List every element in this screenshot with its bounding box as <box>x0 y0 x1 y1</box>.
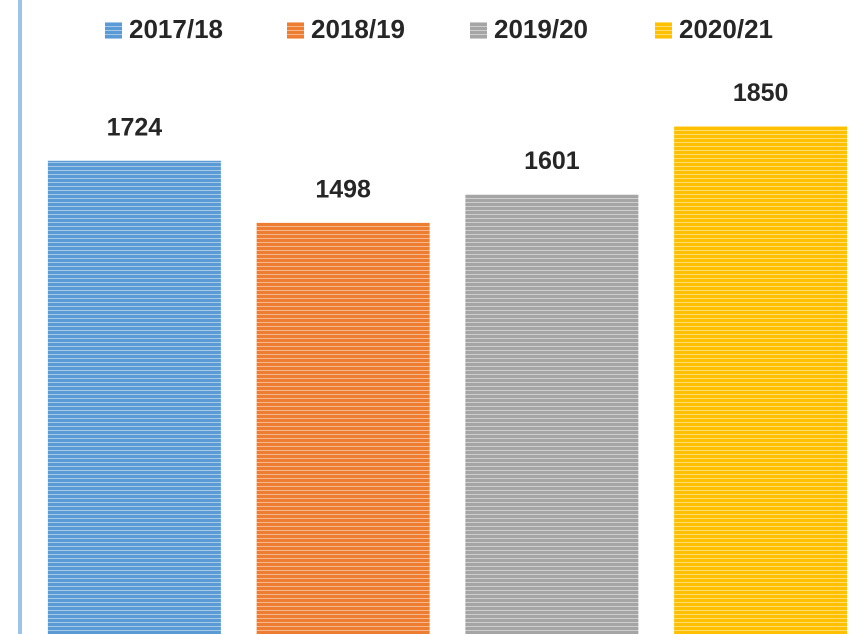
legend-label: 2018/19 <box>311 14 405 44</box>
bar <box>256 222 430 634</box>
legend-swatch <box>105 22 122 39</box>
legend-label: 2020/21 <box>679 14 773 44</box>
value-label: 1498 <box>315 175 371 203</box>
value-label: 1601 <box>524 147 580 175</box>
legend-swatch <box>655 22 672 39</box>
legend-label: 2017/18 <box>129 14 223 44</box>
value-label: 1850 <box>733 79 789 107</box>
bar <box>465 194 639 634</box>
bar <box>47 160 221 634</box>
value-label: 1724 <box>107 113 163 141</box>
legend-swatch <box>470 22 487 39</box>
legend-swatch <box>287 22 304 39</box>
legend-label: 2019/20 <box>494 14 588 44</box>
bar <box>674 126 848 634</box>
left-border <box>18 0 22 634</box>
